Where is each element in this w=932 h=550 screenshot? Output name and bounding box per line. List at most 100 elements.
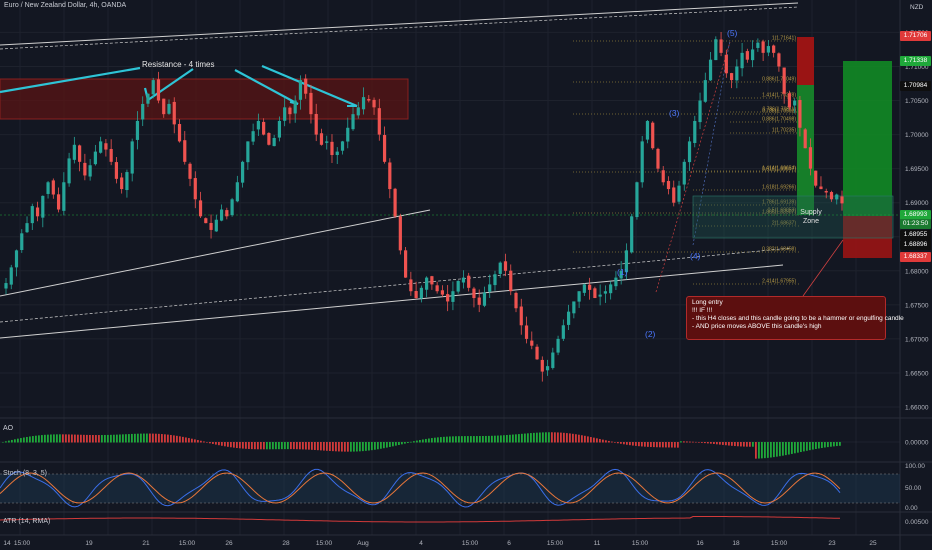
candle-body: [630, 216, 634, 253]
price-tick-label: 1.68000: [905, 268, 929, 275]
ao-bar: [185, 437, 187, 443]
ao-bar: [641, 442, 643, 447]
candle-body: [693, 120, 697, 144]
ao-bar: [287, 442, 289, 450]
candle-body: [677, 185, 681, 202]
candle-body: [403, 250, 408, 278]
fib-ext-line: [692, 39, 731, 246]
ao-bar: [32, 436, 34, 443]
ao-bar: [476, 436, 478, 443]
sl-zone-upper: [797, 37, 814, 85]
candle-body: [156, 79, 161, 101]
ao-bar: [47, 434, 49, 443]
ao-bar: [377, 442, 379, 450]
price-tag-2: 1.68955: [900, 230, 931, 240]
ao-bar: [329, 442, 331, 451]
ao-bar: [509, 434, 511, 443]
long-entry-note[interactable]: Long entry !!! IF !!! - this H4 closes a…: [686, 296, 904, 340]
candle-body: [319, 133, 324, 145]
resistance-zone: [0, 78, 409, 120]
candle-body: [472, 288, 476, 299]
candle-body: [177, 124, 182, 142]
price-tag-sl: 1.68337: [900, 252, 931, 262]
candle-body: [141, 103, 145, 120]
fib-level-label: 1(1.70235): [772, 128, 797, 134]
ao-bar: [374, 442, 376, 450]
candle-body: [99, 141, 103, 153]
ao-bar: [179, 436, 181, 443]
ao-bar: [296, 442, 298, 450]
candle-body: [78, 145, 82, 162]
ao-bar: [707, 442, 709, 444]
ao-bar: [221, 442, 223, 446]
candle-body: [298, 80, 303, 100]
candle-body: [440, 290, 445, 295]
candle-body: [798, 99, 802, 128]
ao-bar: [278, 442, 280, 450]
candle-body: [20, 233, 24, 250]
ao-bar: [332, 442, 334, 452]
candle-body: [304, 78, 308, 94]
ao-bar: [809, 442, 811, 451]
ao-bar: [83, 434, 85, 443]
ao-bar: [386, 442, 388, 448]
candle-body: [198, 200, 203, 217]
ao-bar: [662, 442, 664, 448]
ao-bar: [668, 442, 670, 448]
ao-bar: [11, 439, 13, 443]
ao-bar: [581, 435, 583, 443]
ao-bar: [818, 442, 820, 449]
time-tick-label: 15:00: [316, 540, 333, 547]
ao-bar: [182, 436, 184, 443]
ao-bar: [164, 434, 166, 443]
ao-bar: [755, 442, 757, 459]
ao-bar: [824, 442, 826, 448]
ao-bar: [713, 442, 715, 444]
supply-zone-line-2: Zone: [803, 218, 819, 225]
ao-bar: [218, 442, 220, 446]
time-tick-label: 18: [732, 540, 740, 547]
stoch-tick-0: 0.00: [905, 505, 918, 512]
ao-bar: [497, 435, 499, 443]
candle-body: [551, 352, 555, 368]
ao-bar: [95, 435, 97, 443]
ao-bar: [776, 442, 778, 457]
candle-body: [698, 100, 702, 123]
ao-bar: [80, 434, 82, 443]
resistance-arrow-3: [234, 69, 299, 105]
ao-bar: [68, 434, 70, 443]
channel-top-dashed: [0, 6, 799, 50]
ao-bar: [839, 442, 841, 446]
price-tick-label: 1.71000: [905, 64, 929, 71]
ao-bar: [704, 442, 706, 444]
ao-bar: [788, 442, 790, 455]
time-tick-label: 15:00: [14, 540, 31, 547]
candle-body: [803, 129, 807, 149]
ao-bar: [452, 436, 454, 443]
ao-bar: [317, 442, 319, 451]
ao-bar: [797, 442, 799, 453]
resistance-arrow-4: [261, 64, 358, 108]
candle-body: [724, 54, 728, 74]
candle-body: [793, 100, 797, 106]
candle-body: [545, 366, 550, 371]
candle-body: [151, 80, 155, 95]
candle-body: [808, 147, 813, 169]
ao-bar: [260, 442, 262, 450]
candle-body: [435, 285, 439, 292]
candle-body: [488, 284, 492, 292]
candle-body: [751, 49, 755, 61]
ao-bar: [197, 440, 199, 443]
ao-bar: [617, 442, 619, 444]
ao-bar: [515, 434, 517, 443]
ao-bar: [20, 438, 22, 443]
time-tick-label: 15:00: [771, 540, 788, 547]
candle-body: [524, 325, 529, 339]
ao-bar: [554, 432, 556, 443]
candle-body: [325, 141, 329, 143]
candle-body: [477, 297, 481, 305]
price-tick-label: 1.69500: [905, 166, 929, 173]
ao-bar: [482, 436, 484, 443]
